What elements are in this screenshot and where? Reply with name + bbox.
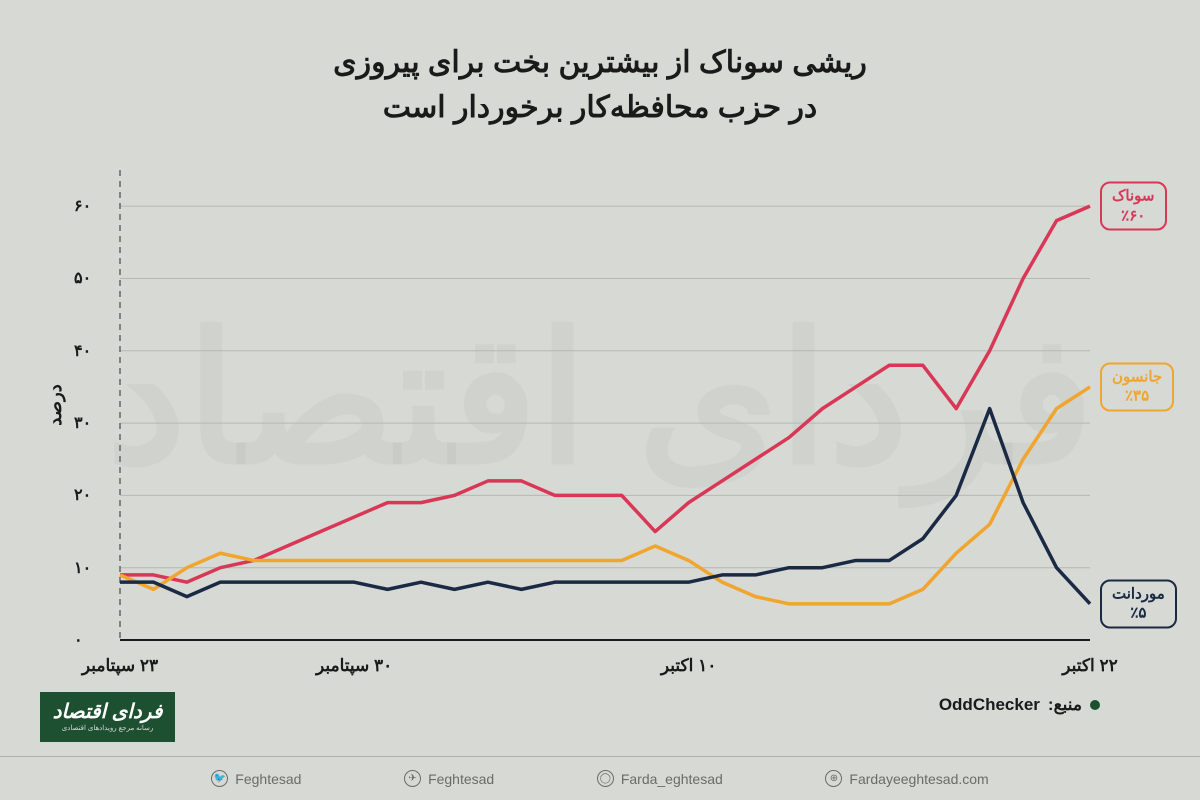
y-tick-label: ۱۰ bbox=[74, 558, 114, 578]
chart-title: ریشی سوناک از بیشترین بخت برای پیروزی در… bbox=[0, 40, 1200, 130]
social-link[interactable]: ✈ Feghtesad bbox=[404, 770, 494, 787]
y-tick-label: ۵۰ bbox=[74, 268, 114, 288]
social-icon: 🐦 bbox=[211, 770, 228, 787]
social-handle: Feghtesad bbox=[428, 771, 494, 787]
source-name: OddChecker bbox=[939, 695, 1040, 715]
social-link[interactable]: ⊕ Fardayeeghtesad.com bbox=[825, 770, 988, 787]
y-tick-label: ۳۰ bbox=[74, 413, 114, 433]
chart-svg bbox=[120, 170, 1090, 640]
social-handle: Feghtesad bbox=[235, 771, 301, 787]
social-handle: Fardayeeghtesad.com bbox=[849, 771, 988, 787]
brand-logo: فردای اقتصاد رسانه مرجع رویدادهای اقتصاد… bbox=[40, 692, 175, 742]
series-mordaunt bbox=[120, 409, 1090, 604]
social-link[interactable]: 🐦 Feghtesad bbox=[211, 770, 301, 787]
y-tick-label: ۰ bbox=[74, 630, 114, 650]
social-icon: ⊕ bbox=[825, 770, 842, 787]
source-bullet-icon bbox=[1090, 700, 1100, 710]
series-end-label-mordaunt: موردانت٪۵ bbox=[1100, 579, 1177, 628]
title-line-1: ریشی سوناک از بیشترین بخت برای پیروزی bbox=[333, 46, 867, 79]
x-tick-label: ۱۰ اکتبر bbox=[661, 656, 716, 676]
social-handle: Farda_eghtesad bbox=[621, 771, 723, 787]
x-tick-label: ۲۲ اکتبر bbox=[1062, 656, 1117, 676]
y-tick-label: ۶۰ bbox=[74, 196, 114, 216]
social-link[interactable]: ◯ Farda_eghtesad bbox=[597, 770, 723, 787]
social-icon: ✈ bbox=[404, 770, 421, 787]
series-end-label-johnson: جانسون٪۳۵ bbox=[1100, 362, 1174, 411]
y-tick-label: ۲۰ bbox=[74, 485, 114, 505]
y-tick-label: ۴۰ bbox=[74, 341, 114, 361]
series-end-label-sunak: سوناک٪۶۰ bbox=[1100, 182, 1167, 231]
source-attribution: منبع: OddChecker bbox=[939, 695, 1100, 715]
logo-subtext: رسانه مرجع رویدادهای اقتصادی bbox=[62, 724, 154, 732]
logo-text: فردای اقتصاد bbox=[53, 702, 163, 722]
social-icon: ◯ bbox=[597, 770, 614, 787]
title-line-2: در حزب محافظه‌کار برخوردار است bbox=[383, 91, 818, 124]
x-tick-label: ۳۰ سپتامبر bbox=[316, 656, 392, 676]
footer-socials: 🐦 Feghtesad ✈ Feghtesad ◯ Farda_eghtesad ⊕ Fard… bbox=[0, 756, 1200, 800]
source-prefix: منبع: bbox=[1048, 695, 1082, 715]
series-sunak bbox=[120, 206, 1090, 582]
x-tick-label: ۲۳ سپتامبر bbox=[82, 656, 158, 676]
line-chart: درصد ۰۱۰۲۰۳۰۴۰۵۰۶۰۲۳ سپتامبر۳۰ سپتامبر۱۰… bbox=[120, 170, 1090, 640]
y-axis-label: درصد bbox=[45, 384, 66, 425]
